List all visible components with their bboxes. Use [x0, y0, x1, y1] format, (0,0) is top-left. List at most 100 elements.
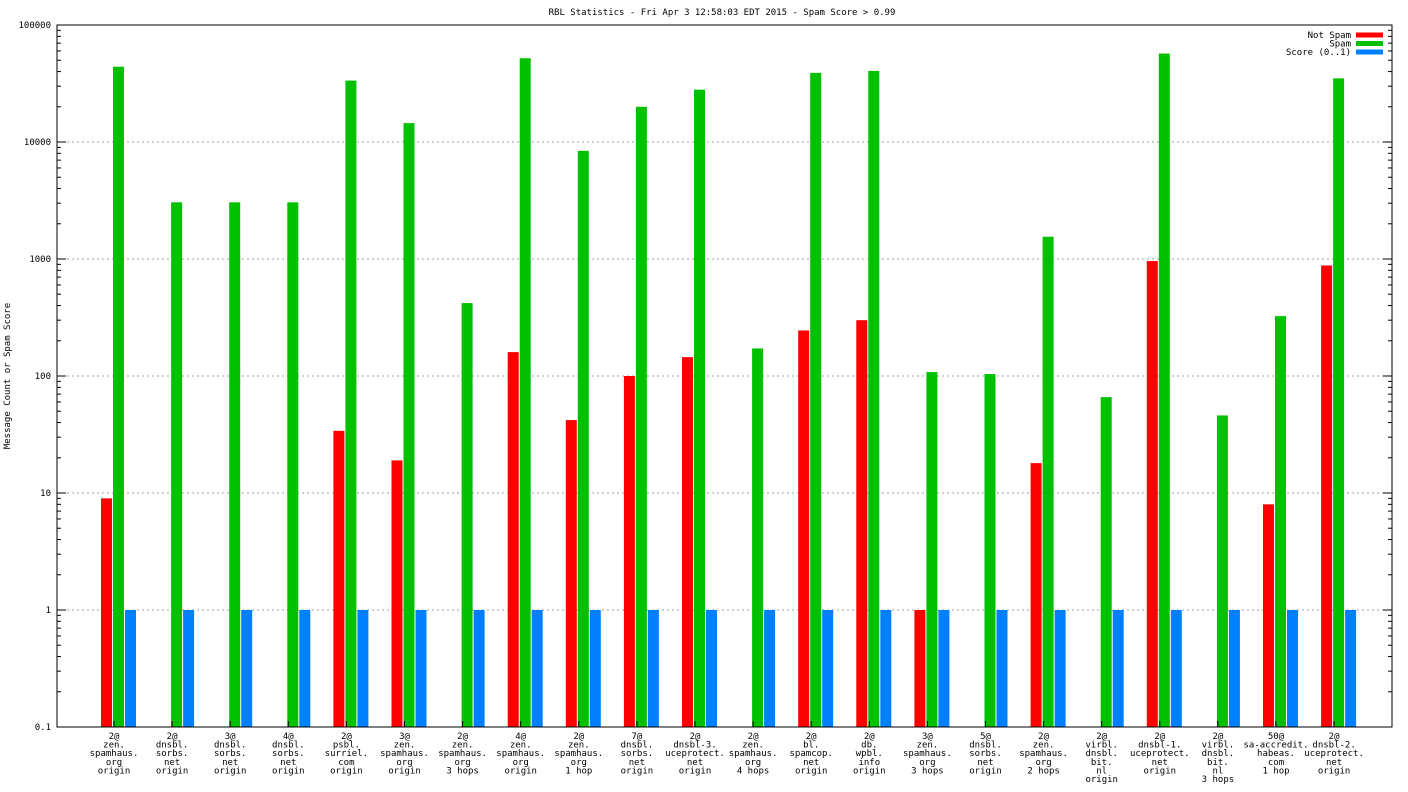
x-tick-label: uceprotect.	[665, 749, 725, 759]
bar	[531, 610, 543, 727]
bar	[623, 376, 635, 727]
x-tick-label: zen.	[917, 741, 939, 751]
x-tick-label: 4@	[515, 732, 526, 742]
bar	[798, 330, 810, 727]
x-tick-label: net	[803, 758, 819, 768]
y-tick-label: 1	[46, 606, 51, 616]
x-tick-label: org	[745, 758, 761, 768]
x-tick-label: 2@	[1154, 732, 1165, 742]
x-tick-label: 2@	[573, 732, 584, 742]
x-tick-label: dnsbl.	[272, 741, 305, 751]
x-tick-label: 3@	[225, 732, 236, 742]
bar	[1263, 504, 1274, 727]
x-tick-label: origin	[795, 766, 828, 776]
x-tick-label: 7@	[631, 732, 642, 742]
x-tick-label: spamhaus.	[496, 749, 545, 759]
bars	[101, 53, 1357, 728]
x-tick-label: dnsbl.	[969, 741, 1002, 751]
bar	[299, 610, 311, 727]
x-tick-label: dnsbl-3.	[673, 741, 716, 751]
legend-label: Spam	[1329, 40, 1351, 50]
bar	[403, 123, 415, 728]
x-tick-label: net	[164, 758, 180, 768]
x-tick-label: sorbs.	[272, 749, 305, 759]
x-tick-label: 2 hops	[1027, 766, 1060, 776]
bar	[391, 460, 403, 727]
x-tick-label: spamhaus.	[438, 749, 487, 759]
x-tick-label: 2@	[806, 732, 817, 742]
x-tick-label: spamcop.	[790, 749, 833, 759]
x-tick-label: 2@	[748, 732, 759, 742]
x-tick-label: bl.	[803, 741, 819, 751]
x-tick-label: zen.	[1033, 741, 1055, 751]
x-tick-label: 2@	[109, 732, 120, 742]
bar	[333, 430, 345, 727]
y-tick-label: 100	[35, 372, 51, 382]
x-tick-label: origin	[679, 766, 712, 776]
bar	[287, 202, 299, 727]
bar	[113, 66, 124, 727]
y-tick-label: 100000	[18, 21, 51, 31]
x-tick-label: surriel.	[325, 749, 368, 759]
x-tick-label: dnsbl.	[156, 741, 189, 751]
x-tick-label: info	[858, 758, 880, 768]
x-tick-label: net	[280, 758, 296, 768]
bar	[926, 372, 938, 727]
x-tick-label: org	[513, 758, 529, 768]
x-tick-label: 4@	[283, 732, 294, 742]
x-tick-label: zen.	[452, 741, 474, 751]
grid-lines	[57, 141, 1392, 611]
x-tick-label: dnsbl-1.	[1138, 741, 1181, 751]
legend-swatch	[1356, 32, 1383, 38]
bar	[810, 72, 822, 727]
bar	[914, 610, 926, 727]
x-tick-label: habeas.	[1257, 749, 1295, 759]
x-tick-label: sorbs.	[214, 749, 247, 759]
x-tick-label: org	[571, 758, 587, 768]
bar	[1275, 316, 1286, 727]
bar	[694, 89, 705, 728]
bar	[706, 610, 717, 727]
bar	[345, 80, 357, 727]
x-tick-label: 4 hops	[737, 766, 770, 776]
x-tick-label: 3@	[399, 732, 410, 742]
x-tick-label: net	[1152, 758, 1168, 768]
x-tick-label: uceprotect.	[1304, 749, 1364, 759]
y-axis-label: Message Count or Spam Score	[3, 303, 13, 449]
x-tick-label: origin	[969, 766, 1002, 776]
x-tick-label: zen.	[103, 741, 125, 751]
bar	[101, 498, 112, 727]
x-tick-label: org	[919, 758, 935, 768]
bar	[1228, 610, 1240, 727]
x-tick-label: origin	[853, 766, 886, 776]
x-tick-label: 2@	[1038, 732, 1049, 742]
x-tick-label: origin	[272, 766, 305, 776]
x-tick-label: zen.	[394, 741, 416, 751]
x-tick-label: zen.	[742, 741, 764, 751]
bar	[880, 610, 892, 727]
bar	[415, 610, 427, 727]
legend-label: Not Spam	[1308, 31, 1351, 41]
legend-swatch	[1356, 49, 1383, 55]
bar	[1345, 610, 1357, 727]
x-tick-label: 2@	[1329, 732, 1340, 742]
bar	[938, 610, 950, 727]
x-tick-label: origin	[1144, 766, 1177, 776]
legend-swatch	[1356, 41, 1383, 46]
axis-ticks: 0.1 1 10 100 1000 10000 100000	[18, 21, 1392, 733]
x-tick-label: spamhaus.	[90, 749, 139, 759]
bar	[241, 610, 253, 727]
x-tick-label: sorbs.	[969, 749, 1002, 759]
x-tick-label: 1 hop	[1262, 766, 1289, 776]
x-tick-label: 3@	[922, 732, 933, 742]
bar	[1054, 610, 1066, 727]
x-tick-label: net	[222, 758, 238, 768]
bar	[1112, 610, 1124, 727]
x-tick-label: 2@	[341, 732, 352, 742]
bar	[682, 357, 693, 727]
x-tick-label: 5@	[980, 732, 991, 742]
bar	[589, 610, 601, 727]
x-tick-label: 2@	[1212, 732, 1223, 742]
x-tick-label: com	[1268, 758, 1284, 768]
bar	[984, 374, 996, 727]
